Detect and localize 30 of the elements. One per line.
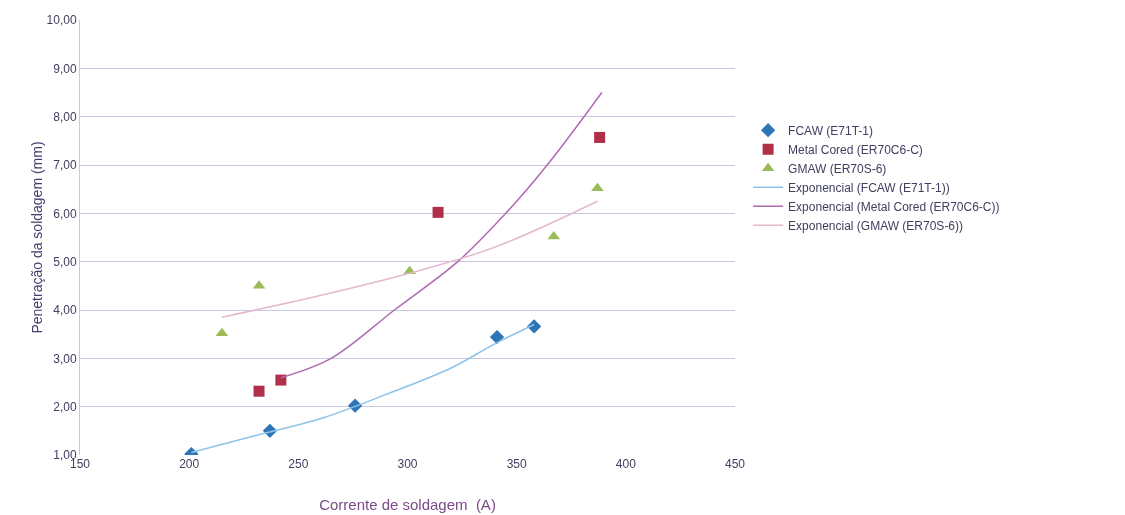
point xyxy=(432,206,444,218)
y-tick-label: 5,00 xyxy=(53,254,77,269)
point xyxy=(253,385,265,397)
x-tick-label: 200 xyxy=(179,457,200,471)
legend-label: GMAW (ER70S-6) xyxy=(788,161,887,176)
legend-label: FCAW (E71T-1) xyxy=(788,123,874,138)
legend-label: Exponencial (FCAW (E71T-1)) xyxy=(788,180,950,195)
y-tick-label: 8,00 xyxy=(53,109,77,124)
x-axis-title: Corrente de soldagem (A) xyxy=(319,496,496,513)
x-tick-label: 250 xyxy=(288,457,309,471)
y-tick-label: 7,00 xyxy=(53,158,77,173)
point xyxy=(275,374,287,386)
y-tick-label: 9,00 xyxy=(53,61,77,76)
y-tick-label: 2,00 xyxy=(53,399,77,414)
y-tick-label: 10,00 xyxy=(46,13,77,28)
y-tick-label: 6,00 xyxy=(53,206,77,221)
legend-label: Metal Cored (ER70C6-C) xyxy=(788,142,923,157)
y-tick-label: 3,00 xyxy=(53,351,77,366)
point xyxy=(594,131,606,143)
x-tick-label: 400 xyxy=(615,457,637,471)
y-axis-title: Penetração da soldagem (mm) xyxy=(29,141,45,334)
x-tick-label: 450 xyxy=(724,457,746,471)
legend-label: Exponencial (Metal Cored (ER70C6-C)) xyxy=(788,199,1000,214)
y-tick-label: 1,00 xyxy=(53,448,77,463)
y-tick-label: 4,00 xyxy=(53,303,77,318)
point xyxy=(489,329,505,345)
x-tick-label: 300 xyxy=(397,457,418,471)
legend-label: Exponencial (GMAW (ER70S-6)) xyxy=(788,218,964,233)
line-series xyxy=(221,200,599,318)
x-tick-label: 350 xyxy=(506,457,527,471)
